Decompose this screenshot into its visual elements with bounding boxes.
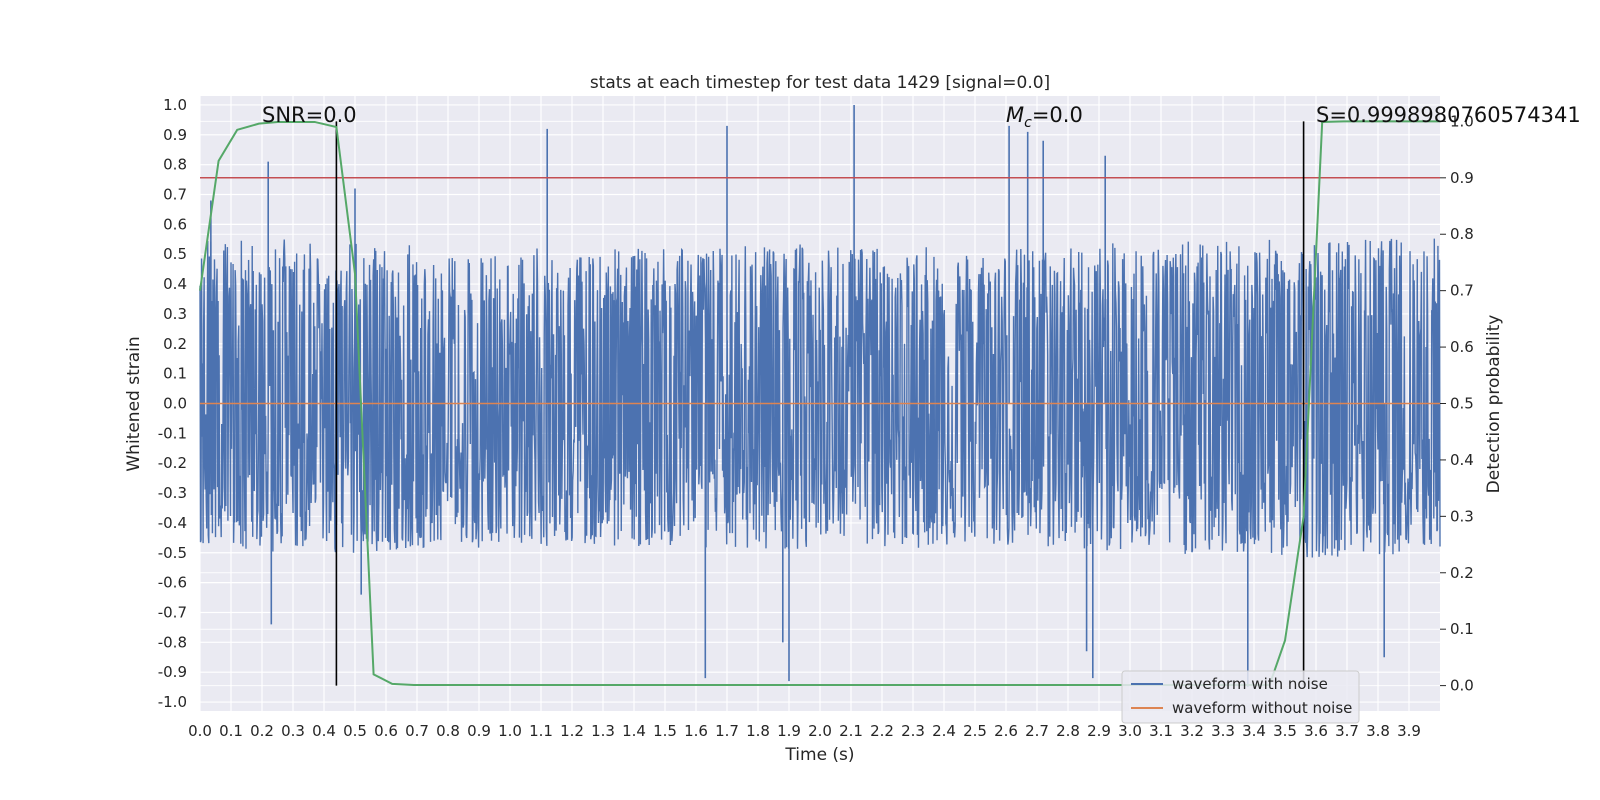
- y-tick-label: -0.3: [158, 484, 187, 502]
- x-tick-label: 2.3: [901, 722, 925, 740]
- y-tick-label: -0.9: [158, 663, 187, 681]
- y-tick-label: -0.1: [158, 424, 187, 442]
- x-tick-label: 1.7: [715, 722, 739, 740]
- y-tick-label: 0.6: [163, 215, 187, 233]
- x-tick-label: 0.4: [312, 722, 336, 740]
- x-tick-label: 3.7: [1335, 722, 1359, 740]
- x-tick-label: 1.9: [777, 722, 801, 740]
- y2-tick-label: 0.3: [1450, 507, 1474, 525]
- x-tick-label: 0.6: [374, 722, 398, 740]
- legend-label-clean: waveform without noise: [1172, 699, 1352, 717]
- y-tick-label: 0.9: [163, 126, 187, 144]
- x-tick-label: 3.8: [1366, 722, 1390, 740]
- y2-tick-label: 0.1: [1450, 620, 1474, 638]
- x-tick-label: 1.2: [560, 722, 584, 740]
- x-tick-label: 1.3: [591, 722, 615, 740]
- legend-label-noise: waveform with noise: [1172, 675, 1328, 693]
- annotation: S=0.9998980760574341: [1316, 103, 1581, 127]
- x-tick-label: 1.0: [498, 722, 522, 740]
- legend: waveform with noise waveform without noi…: [1121, 670, 1360, 724]
- x-tick-label: 0.0: [188, 722, 212, 740]
- x-tick-label: 2.2: [870, 722, 894, 740]
- x-tick-label: 0.7: [405, 722, 429, 740]
- x-tick-label: 2.0: [808, 722, 832, 740]
- chart-title: stats at each timestep for test data 142…: [590, 73, 1050, 93]
- y-tick-label: -0.8: [158, 633, 187, 651]
- x-tick-label: 1.1: [529, 722, 553, 740]
- y-tick-label: 1.0: [163, 96, 187, 114]
- x-tick-label: 2.7: [1025, 722, 1049, 740]
- y-tick-label: 0.7: [163, 186, 187, 204]
- y2-axis-ticks: 1.0 0.9 0.8 0.7 0.6 0.5 0.4 0.3 0.2 0.1 0.0: [1440, 112, 1474, 695]
- x-axis-ticks: 0.0 0.1 0.2 0.3 0.4 0.5 0.6 0.7 0.8 0.9 1.0 1.1 1.2 1…: [188, 722, 1421, 740]
- y-tick-label: -0.4: [158, 514, 187, 532]
- x-tick-label: 3.1: [1149, 722, 1173, 740]
- annotation: SNR=0.0: [262, 103, 357, 127]
- x-tick-label: 0.9: [467, 722, 491, 740]
- x-tick-label: 2.1: [839, 722, 863, 740]
- y-tick-label: 0.2: [163, 335, 187, 353]
- x-tick-label: 3.6: [1304, 722, 1328, 740]
- series-line-waveform-with-noise: [199, 238, 1441, 558]
- annotations: SNR=0.0 Mc=0.0 S=0.9998980760574341: [262, 103, 1581, 131]
- annotation: Mc=0.0: [1006, 103, 1083, 131]
- x-axis-label: Time (s): [784, 745, 854, 765]
- x-tick-label: 3.5: [1273, 722, 1297, 740]
- x-tick-label: 3.4: [1242, 722, 1266, 740]
- legend-box: [1121, 670, 1360, 724]
- y2-tick-label: 0.9: [1450, 169, 1474, 187]
- x-tick-label: 0.5: [343, 722, 367, 740]
- x-tick-label: 1.6: [684, 722, 708, 740]
- y-tick-label: -0.2: [158, 454, 187, 472]
- y-tick-label: 0.1: [163, 365, 187, 383]
- series-line-detection-probability: [199, 120, 1440, 687]
- x-tick-label: 3.9: [1397, 722, 1421, 740]
- x-tick-label: 1.4: [622, 722, 646, 740]
- y2-tick-label: 0.4: [1450, 451, 1474, 469]
- y2-tick-label: 0.6: [1450, 338, 1474, 356]
- y-tick-label: -1.0: [158, 693, 187, 711]
- x-tick-label: 3.0: [1118, 722, 1142, 740]
- y-tick-label: -0.6: [158, 574, 187, 592]
- x-tick-label: 2.6: [994, 722, 1018, 740]
- x-tick-label: 3.3: [1211, 722, 1235, 740]
- x-tick-label: 0.2: [250, 722, 274, 740]
- x-tick-label: 2.9: [1087, 722, 1111, 740]
- y2-tick-label: 0.8: [1450, 225, 1474, 243]
- y-tick-label: 0.3: [163, 305, 187, 323]
- overlays: [199, 120, 1440, 687]
- y2-tick-label: 0.0: [1450, 677, 1474, 695]
- y2-tick-label: 1.0: [1450, 112, 1474, 130]
- x-tick-label: 3.2: [1180, 722, 1204, 740]
- x-tick-label: 0.1: [219, 722, 243, 740]
- y2-tick-label: 0.7: [1450, 282, 1474, 300]
- y-tick-label: 0.8: [163, 156, 187, 174]
- y2-tick-label: 0.5: [1450, 395, 1474, 413]
- y-tick-label: 0.0: [163, 395, 187, 413]
- y-tick-label: -0.5: [158, 544, 187, 562]
- y-tick-label: 0.4: [163, 275, 187, 293]
- x-tick-label: 1.8: [746, 722, 770, 740]
- y-tick-label: -0.7: [158, 603, 187, 621]
- y-tick-label: 0.5: [163, 245, 187, 263]
- y2-tick-label: 0.2: [1450, 564, 1474, 582]
- x-tick-label: 0.3: [281, 722, 305, 740]
- x-tick-label: 2.8: [1056, 722, 1080, 740]
- x-tick-label: 0.8: [436, 722, 460, 740]
- y-axis-label: Whitened strain: [124, 336, 144, 471]
- y2-axis-label: Detection probability: [1484, 315, 1504, 494]
- x-tick-label: 1.5: [653, 722, 677, 740]
- y-axis-ticks: 1.0 0.9 0.8 0.7 0.6 0.5 0.4 0.3 0.2 0.1 0.0 -0.1 -0.…: [158, 96, 187, 711]
- x-tick-label: 2.5: [963, 722, 987, 740]
- x-tick-label: 2.4: [932, 722, 956, 740]
